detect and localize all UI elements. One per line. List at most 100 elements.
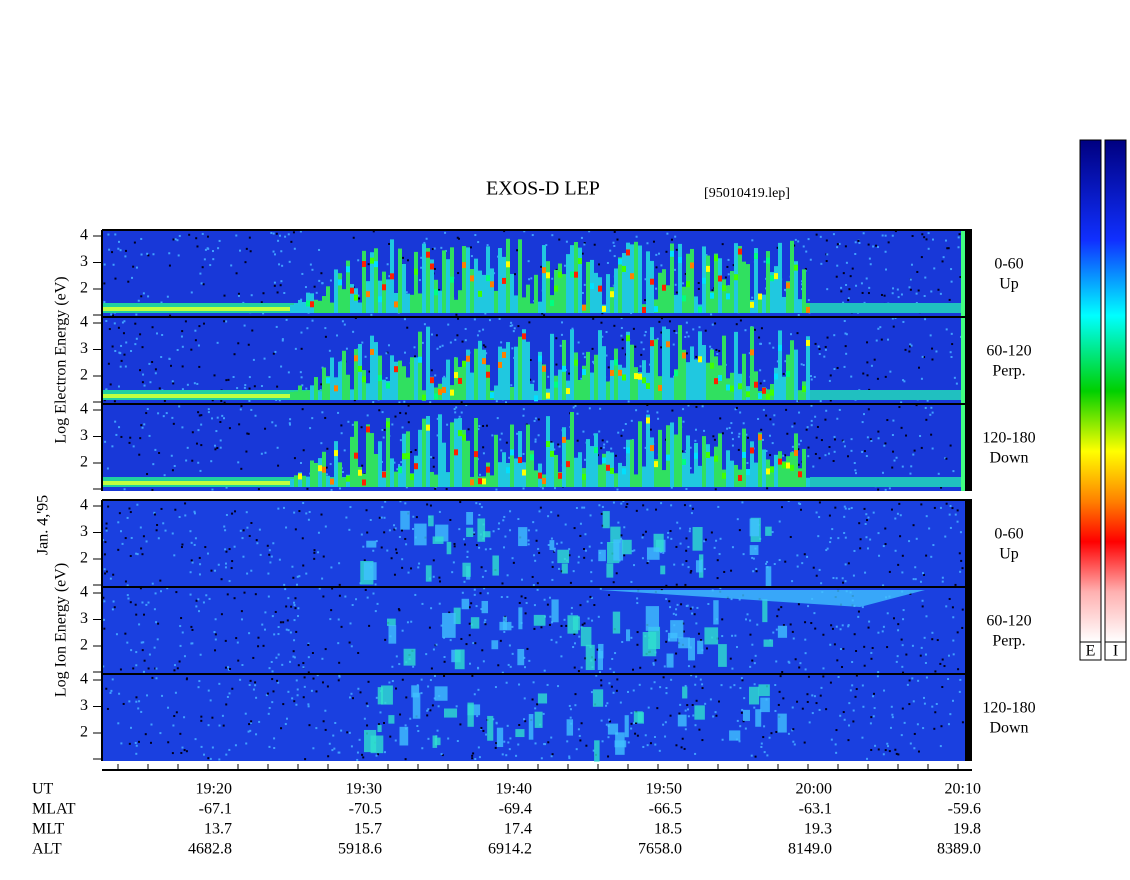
- noise: [674, 235, 677, 238]
- ion-blob: [645, 606, 660, 631]
- noise: [550, 441, 553, 444]
- noise: [113, 400, 116, 403]
- activity: [414, 455, 418, 487]
- activity: [774, 367, 778, 400]
- noise: [782, 372, 785, 375]
- noise: [692, 714, 695, 717]
- noise: [384, 500, 387, 503]
- noise: [804, 668, 807, 671]
- noise: [653, 735, 656, 738]
- activity: [462, 246, 466, 313]
- noise: [134, 741, 137, 744]
- activity: [518, 239, 522, 313]
- noise: [699, 639, 702, 642]
- noise: [540, 265, 543, 268]
- noise: [140, 295, 143, 298]
- noise: [214, 444, 217, 447]
- noise: [348, 731, 351, 734]
- noise: [796, 700, 799, 703]
- noise: [822, 667, 825, 670]
- noise: [268, 745, 271, 748]
- noise: [838, 242, 841, 245]
- noise: [126, 594, 129, 597]
- noise: [368, 370, 371, 373]
- noise: [884, 543, 887, 546]
- noise: [687, 404, 690, 407]
- noise: [488, 319, 491, 322]
- noise: [646, 410, 649, 413]
- noise: [399, 411, 402, 414]
- noise: [814, 415, 817, 418]
- noise: [248, 399, 251, 402]
- noise: [379, 711, 382, 714]
- noise: [204, 248, 207, 251]
- noise: [583, 622, 586, 625]
- noise: [576, 412, 579, 415]
- noise: [198, 610, 201, 613]
- noise: [296, 688, 299, 691]
- noise: [894, 748, 897, 751]
- noise: [947, 678, 950, 681]
- noise: [141, 649, 144, 652]
- noise: [214, 618, 217, 621]
- noise: [803, 553, 806, 556]
- low-band: [102, 307, 362, 311]
- noise: [453, 542, 456, 545]
- activity: [326, 376, 330, 400]
- noise: [448, 611, 451, 614]
- noise: [405, 291, 408, 294]
- noise: [491, 434, 494, 437]
- ion-blob: [467, 702, 474, 727]
- activity: [574, 457, 578, 487]
- activity: [390, 273, 394, 280]
- noise: [601, 740, 604, 743]
- noise: [198, 414, 201, 417]
- noise: [453, 545, 456, 548]
- noise: [910, 263, 913, 266]
- noise: [909, 742, 912, 745]
- activity: [790, 340, 794, 400]
- noise: [620, 334, 623, 337]
- activity: [318, 391, 322, 400]
- noise: [605, 354, 608, 357]
- noise: [640, 341, 643, 344]
- noise: [704, 702, 707, 705]
- noise: [686, 704, 689, 707]
- noise: [766, 487, 769, 490]
- noise: [167, 741, 170, 744]
- noise: [939, 745, 942, 748]
- noise: [801, 707, 804, 710]
- activity: [586, 351, 590, 400]
- noise: [675, 331, 678, 334]
- noise: [577, 728, 580, 731]
- noise: [633, 549, 636, 552]
- noise: [750, 754, 753, 757]
- noise: [473, 593, 476, 596]
- noise: [583, 548, 586, 551]
- noise: [560, 541, 563, 544]
- edge: [961, 404, 965, 491]
- noise: [632, 689, 635, 692]
- noise: [718, 349, 721, 352]
- ion-blob: [713, 600, 719, 625]
- noise: [957, 246, 960, 249]
- activity: [698, 306, 702, 313]
- noise: [129, 555, 132, 558]
- row-value: 13.7: [204, 821, 232, 838]
- noise: [897, 563, 900, 566]
- ion-blob: [515, 729, 525, 738]
- noise: [961, 626, 964, 629]
- noise: [738, 529, 741, 532]
- noise: [681, 563, 684, 566]
- noise: [590, 559, 593, 562]
- noise: [140, 237, 143, 240]
- noise: [669, 714, 672, 717]
- noise: [658, 749, 661, 752]
- noise: [797, 603, 800, 606]
- row-value: -67.1: [199, 801, 232, 818]
- noise: [300, 331, 303, 334]
- activity: [646, 417, 650, 424]
- noise: [822, 675, 825, 678]
- activity: [594, 447, 598, 454]
